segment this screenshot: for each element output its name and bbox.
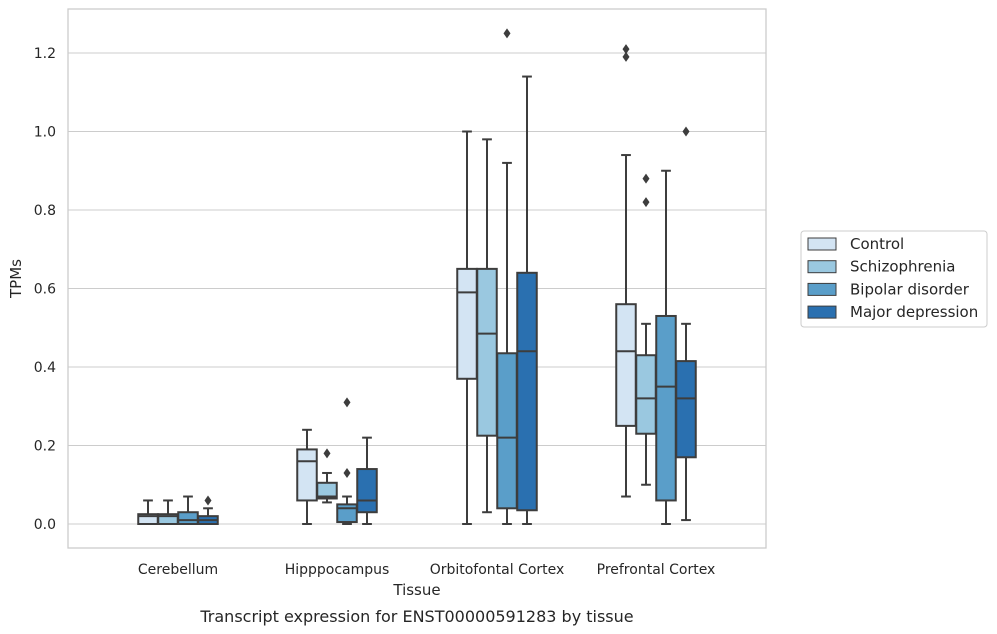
outlier-point [682,126,690,137]
legend-swatch [807,237,837,251]
y-tick-label: 0.2 [34,439,56,455]
box-control [296,428,318,525]
x-tick-label: Orbitofontal Cortex [430,562,565,578]
x-tick-labels: Cerebellum Hipppocampus Orbitofontal Corte… [138,562,715,578]
y-tick-label: 0.4 [34,360,56,376]
box-control [615,44,637,498]
box-schizophrenia [157,499,179,525]
y-tick-label: 0.8 [34,203,56,219]
outlier-point [343,467,351,478]
box-control [137,499,159,525]
box-body [177,511,199,525]
box-body [476,267,498,437]
box-major-depression [516,75,538,525]
box-bipolar-disorder [336,397,358,525]
plot-frame [67,8,767,549]
outlier-point [204,495,212,506]
outlier-point [343,397,351,408]
box-body [356,468,378,514]
box-body [635,354,657,435]
y-tick-labels: 0.0 0.2 0.4 0.6 0.8 1.0 1.2 [34,46,56,533]
legend-label: Bipolar disorder [850,280,970,298]
x-axis-label: Tissue [392,581,440,599]
box-bipolar-disorder [496,28,518,525]
box-control [456,130,478,525]
box-major-depression [197,495,219,526]
box-major-depression [675,126,697,522]
y-tick-label: 1.2 [34,46,56,62]
outlier-point [503,28,511,39]
box-body [316,481,338,500]
x-tick-label: Prefrontal Cortex [597,562,716,578]
legend-label: Schizophrenia [850,258,955,276]
box-bipolar-disorder [655,169,677,525]
outlier-point [323,448,331,459]
y-axis-label: TPMs [7,259,25,299]
legend-swatch [807,305,837,319]
box-body [675,360,697,459]
box-major-depression [356,436,378,525]
legend-swatch [807,260,837,274]
box-schizophrenia [476,138,498,514]
box-body [496,352,518,510]
legend-label: Major depression [850,303,978,321]
box-body [655,314,677,502]
x-tick-label: Cerebellum [138,562,218,578]
box-schizophrenia [316,448,338,504]
legend-frame [800,230,988,328]
chart-caption: Transcript expression for ENST0000059128… [199,607,633,626]
box-schizophrenia [635,173,657,486]
gridlines [68,52,766,525]
box-body [456,267,478,380]
box-body [296,448,318,502]
outlier-point [622,44,630,55]
y-tick-label: 0.0 [34,517,56,533]
y-tick-label: 0.6 [34,282,56,298]
box-body [336,503,358,524]
legend-label: Control [850,235,904,253]
legend: Control Schizophrenia Bipolar disorder Majo… [800,230,988,328]
box-body [516,271,538,512]
x-tick-label: Hipppocampus [285,562,390,578]
boxes [137,28,697,526]
legend-swatch [807,282,837,296]
outlier-point [622,51,630,62]
box-body [615,303,637,427]
y-tick-label: 1.0 [34,125,56,141]
outlier-point [642,173,650,184]
box-bipolar-disorder [177,495,199,525]
outlier-point [642,197,650,208]
